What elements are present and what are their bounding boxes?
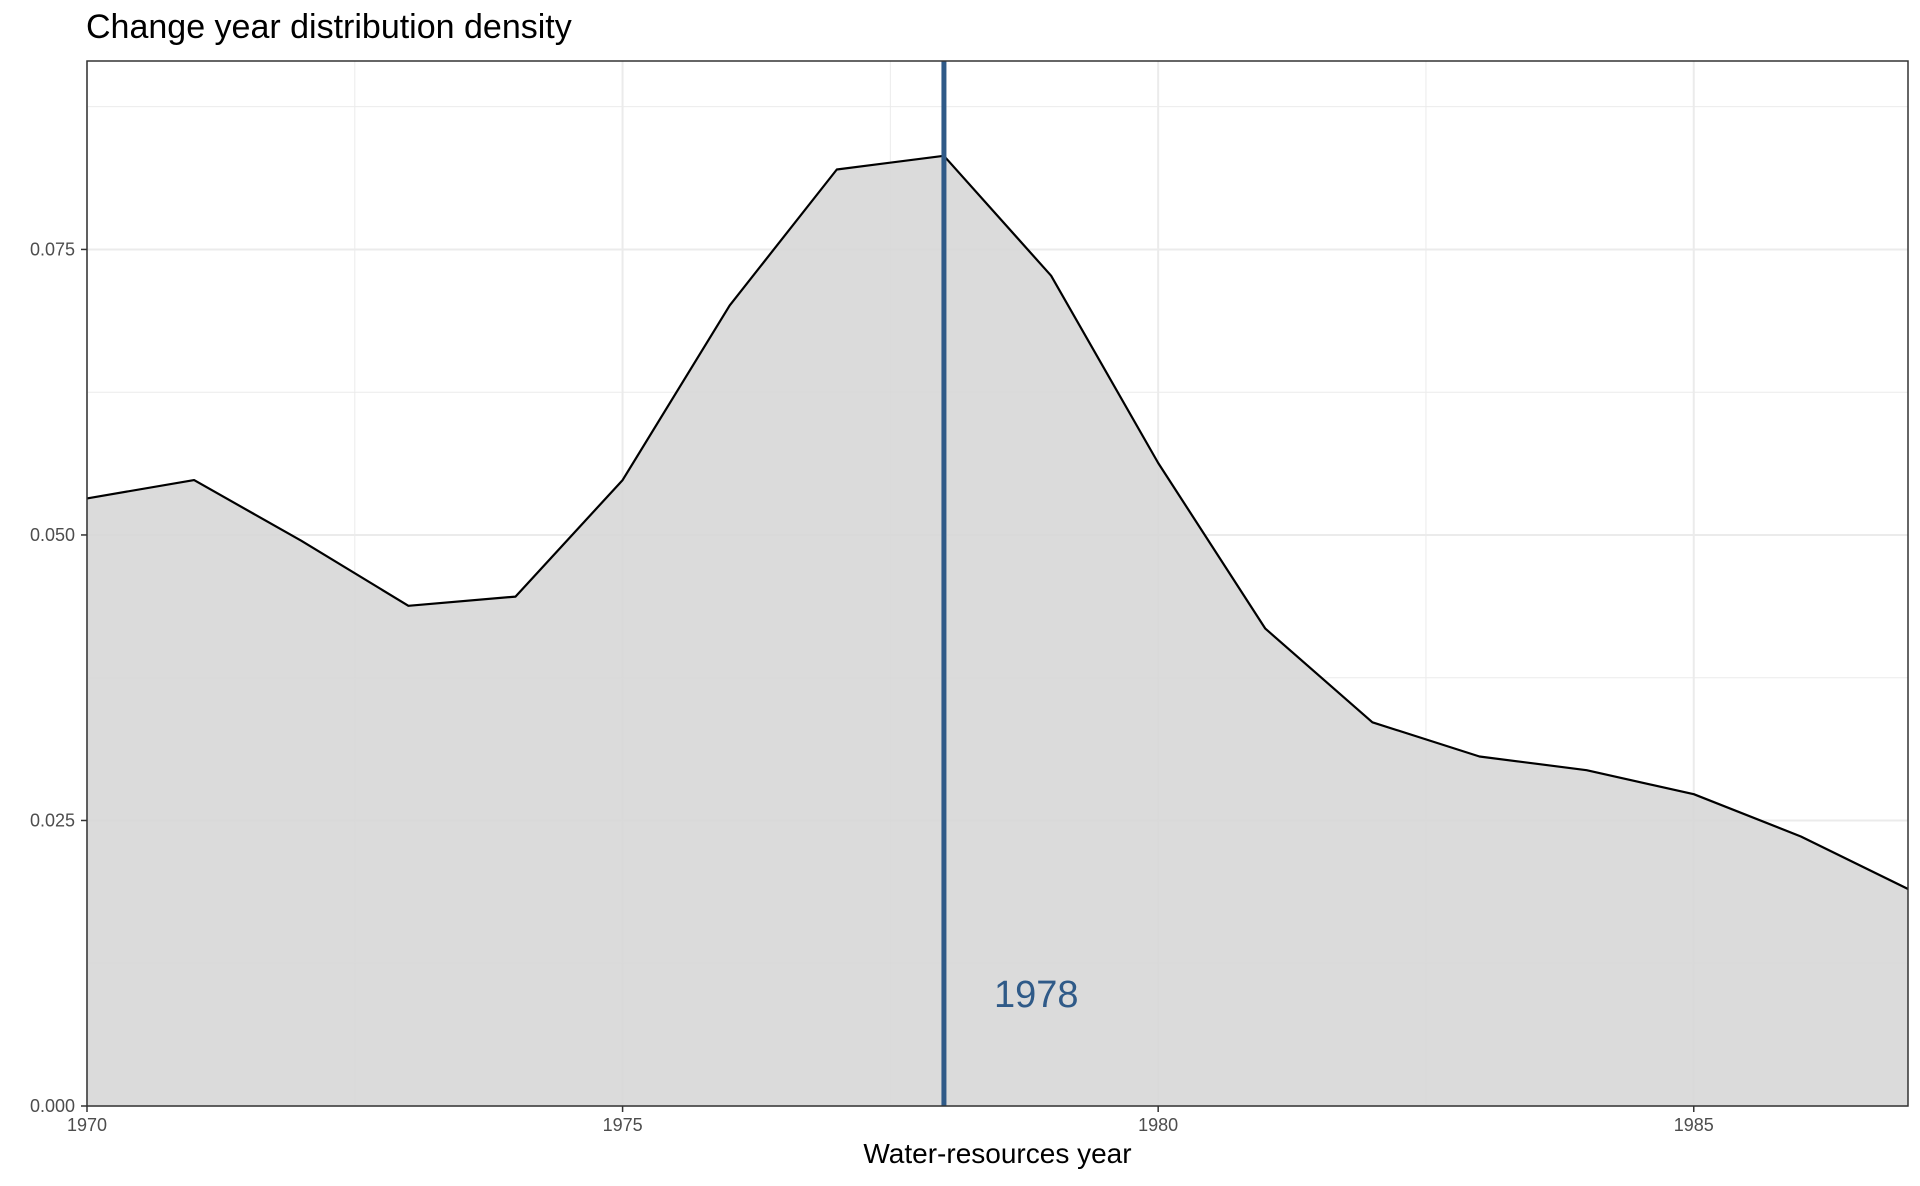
x-tick-label: 1985: [1674, 1115, 1714, 1135]
reference-vline-label: 1978: [994, 974, 1079, 1016]
area-layer: [86, 154, 1909, 1107]
y-tick-label: 0.025: [30, 810, 75, 830]
x-tick-label: 1980: [1138, 1115, 1178, 1135]
density-line: [86, 154, 1909, 890]
y-tick-label: 0.050: [30, 525, 75, 545]
x-axis-title: Water-resources year: [863, 1138, 1131, 1169]
panel-border: [86, 60, 1909, 1107]
x-tick-label: 1970: [67, 1115, 107, 1135]
y-tick-label: 0.000: [30, 1096, 75, 1116]
y-tick-label: 0.075: [30, 239, 75, 259]
x-tick-label: 1975: [603, 1115, 643, 1135]
axis-layer: 1970 1975 1980 1985 0.000 0.025 0.050 0.075 Wate…: [30, 60, 1909, 1169]
annotation-layer: 1978: [941, 61, 1079, 1106]
chart-title: Change year distribution density: [86, 8, 572, 46]
density-area: [87, 155, 1908, 1107]
